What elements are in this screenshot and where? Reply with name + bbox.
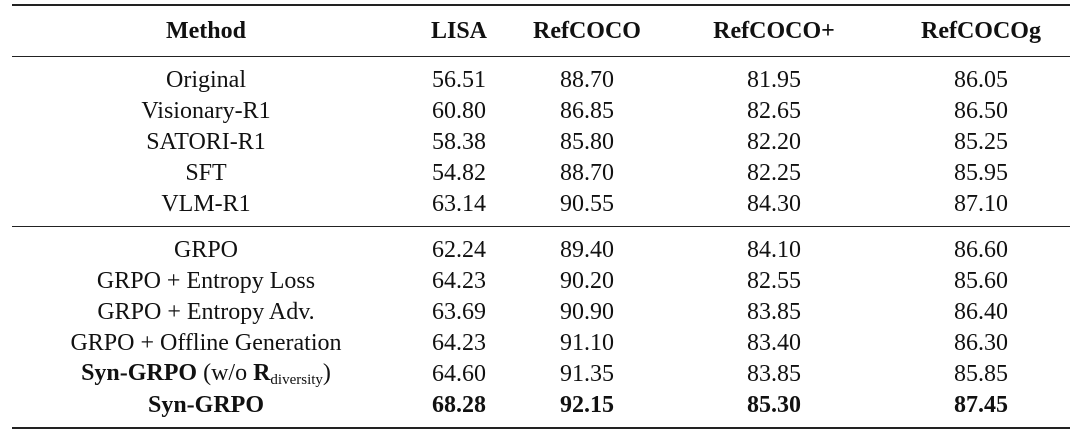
note-subscript: diversity [270,372,323,388]
value-cell: 56.51 [432,67,486,93]
value-cell: 91.35 [560,361,614,387]
value-cell: 85.30 [747,392,801,418]
method-cell: GRPO + Entropy Adv. [12,297,400,328]
table-row: GRPO + Offline Generation 64.23 91.10 83.40… [12,328,1070,359]
value-cell: 86.50 [954,98,1008,124]
value-cell: 86.30 [954,330,1008,356]
value-cell: 85.80 [560,129,614,155]
value-cell: 90.90 [560,299,614,325]
method-name: SATORI-R1 [146,129,266,155]
value-cell: 86.85 [560,98,614,124]
value-cell: 86.60 [954,237,1008,263]
method-name: GRPO [173,237,239,263]
value-cell: 86.40 [954,299,1008,325]
method-name: GRPO + Entropy Adv. [97,299,315,325]
method-name: SFT [185,160,227,186]
value-cell: 82.55 [747,268,801,294]
value-cell: 91.10 [560,330,614,356]
value-cell: 64.60 [432,361,486,387]
table-row: SFT 54.82 88.70 82.25 85.95 [12,158,1070,189]
value-cell: 84.10 [747,237,801,263]
value-cell: 63.69 [432,299,486,325]
method-cell: SFT [12,158,400,189]
table-row: GRPO 62.24 89.40 84.10 86.60 [12,227,1070,267]
method-cell: Syn-GRPO [12,390,400,428]
value-cell: 81.95 [747,67,801,93]
value-cell: 88.70 [560,160,614,186]
column-header: Method [166,17,246,44]
table-header: Method LISA RefCOCO RefCOCO+ RefCOCOg [12,5,1070,57]
value-cell: 87.45 [954,392,1008,418]
row-group: GRPO 62.24 89.40 84.10 86.60 GRPO + Entropy L… [12,226,1070,428]
value-cell: 82.25 [747,160,801,186]
value-cell: 92.15 [560,392,614,418]
value-cell: 89.40 [560,237,614,263]
method-cell: GRPO + Offline Generation [12,328,400,359]
value-cell: 84.30 [747,191,801,217]
method-name: GRPO + Entropy Loss [96,268,316,294]
method-name: Original [166,67,246,93]
column-header: LISA [430,17,488,44]
method-name: GRPO + Offline Generation [70,330,342,356]
method-cell: Visionary-R1 [12,96,400,127]
value-cell: 85.60 [954,268,1008,294]
method-cell: Original [12,57,400,97]
value-cell: 83.85 [747,299,801,325]
value-cell: 64.23 [432,268,486,294]
method-cell: GRPO [12,227,400,267]
table-row: SATORI-R1 58.38 85.80 82.20 85.25 [12,127,1070,158]
table-wrapper: Method LISA RefCOCO RefCOCO+ RefCOCOg Origin… [12,4,1070,429]
column-header: RefCOCOg [921,17,1041,44]
table-row: Syn-GRPO 68.28 92.15 85.30 87.45 [12,390,1070,428]
value-cell: 86.05 [954,67,1008,93]
value-cell: 68.28 [432,392,486,418]
value-cell: 82.65 [747,98,801,124]
value-cell: 54.82 [432,160,486,186]
value-cell: 58.38 [432,129,486,155]
value-cell: 88.70 [560,67,614,93]
method-name: Syn-GRPO [81,360,198,386]
value-cell: 90.55 [560,191,614,217]
table-row: Syn-GRPO (w/o Rdiversity) 64.60 91.35 83.85… [12,359,1070,390]
value-cell: 63.14 [432,191,486,217]
note-symbol: R [253,360,271,386]
method-cell: Syn-GRPO (w/o Rdiversity) [12,359,400,390]
value-cell: 83.85 [747,361,801,387]
value-cell: 60.80 [432,98,486,124]
method-name: VLM-R1 [161,191,251,217]
method-cell: GRPO + Entropy Loss [12,266,400,297]
method-name: Visionary-R1 [141,98,271,124]
method-note: (w/o Rdiversity) [203,360,331,388]
row-group: Original 56.51 88.70 81.95 86.05 Visionary-R1… [12,57,1070,227]
value-cell: 82.20 [747,129,801,155]
column-header: RefCOCO [533,17,641,44]
value-cell: 87.10 [954,191,1008,217]
table-row: Original 56.51 88.70 81.95 86.05 [12,57,1070,97]
value-cell: 90.20 [560,268,614,294]
column-header: RefCOCO+ [713,17,835,44]
table-row: VLM-R1 63.14 90.55 84.30 87.10 [12,189,1070,227]
table-row: GRPO + Entropy Loss 64.23 90.20 82.55 85.60 [12,266,1070,297]
value-cell: 62.24 [432,237,486,263]
value-cell: 85.95 [954,160,1008,186]
method-cell: VLM-R1 [12,189,400,227]
note-open: (w/o [203,360,248,386]
results-table: Method LISA RefCOCO RefCOCO+ RefCOCOg Origin… [12,4,1070,429]
value-cell: 64.23 [432,330,486,356]
method-name: Syn-GRPO [147,392,264,418]
method-cell: SATORI-R1 [12,127,400,158]
value-cell: 83.40 [747,330,801,356]
table-row: Visionary-R1 60.80 86.85 82.65 86.50 [12,96,1070,127]
table-row: GRPO + Entropy Adv. 63.69 90.90 83.85 86.40 [12,297,1070,328]
value-cell: 85.85 [954,361,1008,387]
header-row: Method LISA RefCOCO RefCOCO+ RefCOCOg [12,5,1070,57]
note-close: ) [322,360,331,386]
value-cell: 85.25 [954,129,1008,155]
